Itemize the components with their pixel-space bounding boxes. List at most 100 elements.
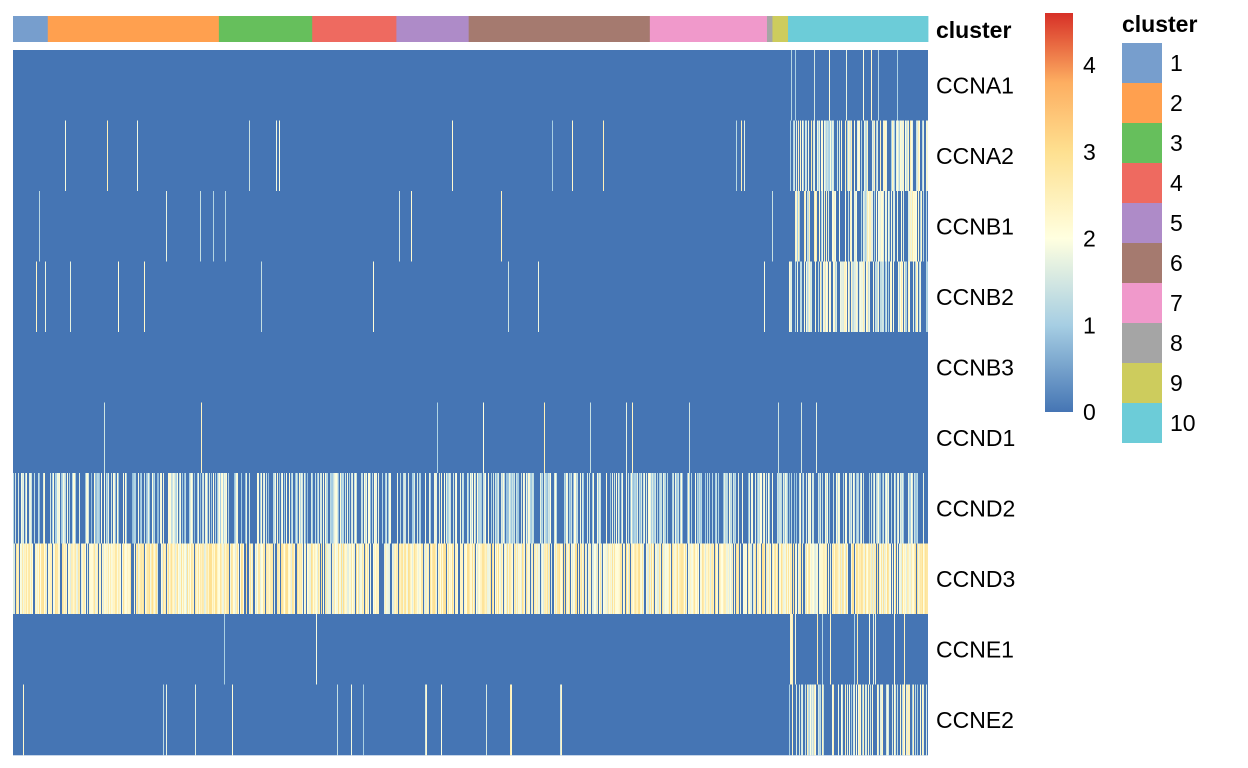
heatmap-cell — [173, 473, 174, 544]
heatmap-cell — [666, 543, 667, 615]
heatmap-cell — [213, 473, 214, 544]
heatmap-cell — [373, 543, 374, 615]
heatmap-cell — [420, 543, 421, 615]
heatmap-cell — [816, 543, 817, 615]
heatmap-cell — [16, 543, 17, 615]
heatmap-cell — [636, 543, 637, 615]
heatmap-cell — [626, 473, 627, 544]
heatmap-cell — [653, 543, 654, 615]
heatmap-cell — [926, 543, 927, 615]
heatmap-cell — [483, 402, 484, 474]
heatmap-cell — [195, 684, 196, 756]
heatmap-cell — [813, 473, 814, 544]
heatmap-cell — [449, 473, 450, 544]
heatmap-cell — [263, 473, 264, 544]
heatmap-cell — [321, 543, 322, 615]
heatmap-cell — [506, 543, 507, 615]
heatmap-cell — [63, 543, 64, 615]
heatmap-cell — [895, 543, 896, 615]
heatmap-cell — [438, 543, 439, 615]
heatmap-cell — [810, 543, 811, 615]
heatmap-cell — [851, 120, 852, 192]
heatmap-cell — [681, 473, 682, 544]
heatmap-cell — [343, 473, 344, 544]
heatmap-cell — [846, 261, 847, 333]
heatmap-cell — [69, 473, 70, 544]
heatmap-cell — [100, 543, 101, 615]
heatmap-cell — [486, 684, 487, 756]
heatmap-cell — [668, 543, 669, 615]
heatmap-cell — [67, 473, 68, 544]
heatmap-cell — [443, 543, 444, 615]
heatmap-cell — [110, 543, 111, 615]
heatmap-cell — [755, 473, 756, 544]
heatmap-cell — [535, 543, 536, 615]
heatmap-cell — [186, 543, 187, 615]
heatmap-cell — [279, 120, 280, 192]
heatmap-cell — [149, 543, 150, 615]
heatmap-cell — [117, 543, 118, 615]
heatmap-cell — [373, 261, 374, 333]
heatmap-cell — [881, 543, 882, 615]
heatmap-cell — [311, 543, 312, 615]
heatmap-cell — [646, 543, 647, 615]
heatmap-cell — [860, 543, 861, 615]
heatmap-cell — [477, 543, 478, 615]
heatmap-cell — [744, 543, 745, 615]
heatmap-cell — [258, 543, 259, 615]
heatmap-cell — [36, 261, 37, 333]
heatmap-cell — [392, 543, 393, 615]
heatmap-cell — [418, 543, 419, 615]
heatmap-cell — [849, 473, 850, 544]
heatmap-cell — [179, 473, 180, 544]
heatmap-cell — [447, 473, 448, 544]
heatmap-cell — [208, 543, 209, 615]
heatmap-cell — [789, 473, 790, 544]
heatmap-cell — [648, 473, 649, 544]
heatmap-cell — [590, 402, 591, 474]
heatmap-cell — [734, 473, 735, 544]
heatmap-cell — [508, 261, 509, 333]
heatmap-cell — [909, 191, 910, 262]
heatmap-cell — [633, 473, 634, 544]
heatmap-cell — [901, 261, 902, 333]
heatmap-cell — [798, 120, 799, 192]
heatmap-cell — [457, 543, 458, 615]
heatmap-cell — [874, 543, 875, 615]
heatmap-cell — [760, 543, 761, 615]
heatmap-cell — [422, 543, 423, 615]
heatmap-cell — [857, 614, 858, 685]
heatmap-cell — [53, 473, 54, 544]
heatmap-cell — [887, 473, 888, 544]
heatmap-cell — [108, 543, 109, 615]
heatmap-cell — [388, 473, 389, 544]
heatmap-cell — [819, 120, 820, 192]
heatmap-cell — [86, 473, 87, 544]
heatmap-cell — [707, 473, 708, 544]
heatmap-cell — [575, 473, 576, 544]
heatmap-cell — [158, 473, 159, 544]
heatmap-cell — [50, 473, 51, 544]
heatmap-cell — [556, 543, 557, 615]
heatmap-cell — [722, 543, 723, 615]
heatmap-cell — [408, 473, 409, 544]
heatmap-cell — [780, 473, 781, 544]
heatmap-cell — [667, 543, 668, 615]
heatmap-cell — [868, 543, 869, 615]
heatmap-cell — [925, 543, 926, 615]
heatmap-cell — [641, 473, 642, 544]
heatmap-cell — [599, 473, 600, 544]
heatmap-cell — [630, 473, 631, 544]
heatmap-cell — [490, 543, 491, 615]
heatmap-cell — [880, 120, 881, 192]
heatmap-cell — [552, 120, 553, 192]
heatmap-cell — [652, 543, 653, 615]
heatmap-cell — [705, 543, 706, 615]
heatmap-cell — [455, 473, 456, 544]
heatmap-cell — [93, 543, 94, 615]
heatmap-cell — [879, 473, 880, 544]
heatmap-cell — [908, 473, 909, 544]
heatmap-cell — [695, 473, 696, 544]
heatmap-cell — [820, 261, 821, 333]
heatmap-cell — [890, 543, 891, 615]
